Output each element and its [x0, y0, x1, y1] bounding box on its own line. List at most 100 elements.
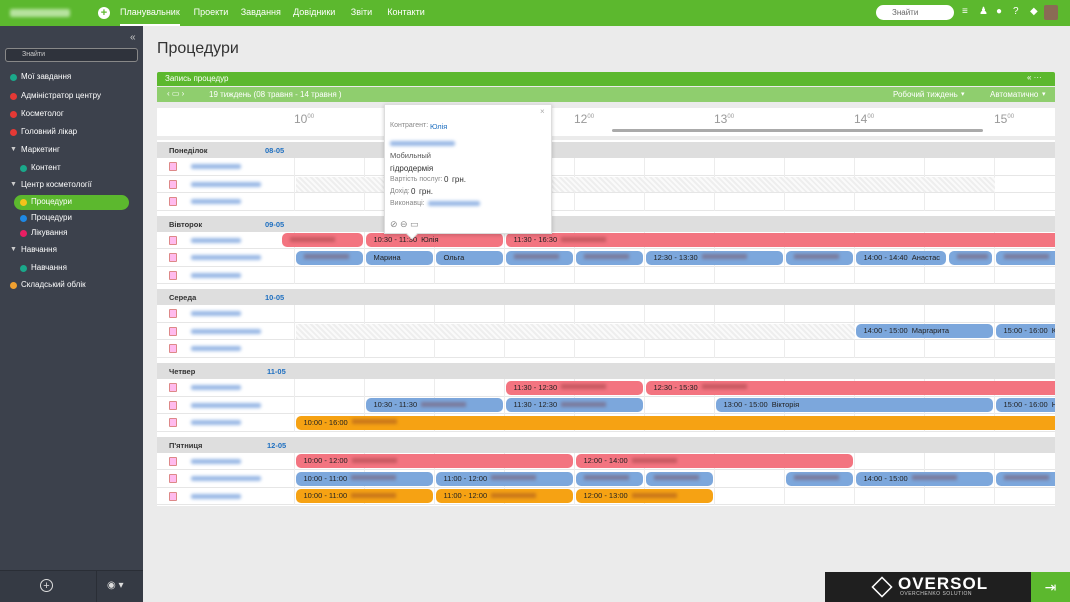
- row: [157, 232, 1055, 250]
- day-name: Вівторок: [169, 219, 203, 229]
- event-btn[interactable]: 14:00 - 14:40 Анастас: [855, 250, 947, 265]
- nav-item[interactable]: Контакти: [387, 7, 425, 17]
- sidebar-dot: [10, 74, 17, 81]
- sidebar-item-btn[interactable]: Маркетинг: [21, 145, 60, 154]
- nav-item[interactable]: Проекти: [193, 7, 229, 17]
- sidebar-eye-btn[interactable]: ◉ ▾: [107, 580, 124, 591]
- sidebar-item-btn[interactable]: Адміністратор центру: [21, 91, 101, 100]
- nav-item[interactable]: Довідники: [293, 7, 336, 17]
- sidebar-item-btn[interactable]: Навчання: [31, 263, 67, 272]
- grid-line: [574, 452, 575, 471]
- sidebar-active: [14, 195, 129, 210]
- event-btn[interactable]: 12:30 - 15:30: [645, 380, 1055, 395]
- sidebar-item-btn[interactable]: Складський облік: [21, 280, 86, 289]
- event-name-blurred: [351, 457, 397, 463]
- event-btn[interactable]: [785, 250, 853, 265]
- event-name-blurred: [653, 475, 699, 481]
- nav-item[interactable]: Звіти: [350, 7, 373, 17]
- view-select-btn[interactable]: Робочий тиждень: [893, 90, 958, 99]
- sidebar-item-btn[interactable]: Головний лікар: [21, 127, 78, 136]
- event-name-blurred: [561, 236, 607, 242]
- sidebar-item-btn[interactable]: Центр косметології: [21, 180, 92, 189]
- grid-line: [434, 470, 435, 488]
- event-btn[interactable]: 13:00 - 15:00 Вікторія: [715, 398, 993, 413]
- staff-name: [191, 402, 261, 408]
- sidebar-dot: [10, 129, 17, 136]
- event-name-blurred: [351, 419, 397, 425]
- event-btn[interactable]: [645, 471, 713, 486]
- event-btn[interactable]: [295, 250, 363, 265]
- sidebar-item-btn[interactable]: Контент: [31, 163, 61, 172]
- grid-line: [644, 379, 645, 397]
- event-time: 10:30 - 11:30: [373, 235, 418, 245]
- event-btn[interactable]: [949, 250, 993, 265]
- sidebar-item-btn[interactable]: Процедури: [31, 197, 72, 206]
- event-btn[interactable]: 10:00 - 11:00: [295, 489, 433, 504]
- event-btn[interactable]: 10:00 - 11:00: [295, 471, 433, 486]
- event-btn[interactable]: 15:00 - 16:00 Н: [995, 398, 1055, 413]
- event-btn[interactable]: 11:30 - 12:30: [505, 380, 643, 395]
- phone-blurred: [390, 141, 455, 146]
- event-btn[interactable]: 14:00 - 15:00: [855, 471, 993, 486]
- sidebar-search-btn[interactable]: Знайти: [5, 48, 138, 62]
- grid-line: [364, 231, 365, 250]
- top-search[interactable]: Знайти: [876, 5, 954, 20]
- hour-label: 1300: [714, 112, 734, 126]
- sidebar-item-btn[interactable]: Навчання: [21, 245, 57, 254]
- avatar[interactable]: [1044, 5, 1058, 20]
- event-btn[interactable]: 12:30 - 13:30: [645, 250, 783, 265]
- popup-actions-btn[interactable]: ⊘ ⊖ ▭: [390, 219, 419, 229]
- sidebar-item-btn[interactable]: Процедури: [31, 213, 72, 222]
- add-button[interactable]: +: [98, 7, 110, 19]
- grid-line: [854, 470, 855, 488]
- event-btn[interactable]: [281, 233, 363, 248]
- event-btn[interactable]: 10:00 - 16:00: [295, 415, 1055, 430]
- event-btn[interactable]: [995, 250, 1055, 265]
- event-btn[interactable]: 11:00 - 12:00: [435, 489, 573, 504]
- grid-line: [924, 452, 925, 471]
- event-time: 11:30 - 12:30: [513, 400, 558, 410]
- popup-close-btn[interactable]: ×: [540, 107, 545, 116]
- event-btn[interactable]: 15:00 - 16:00Ку: [995, 324, 1055, 339]
- event-btn[interactable]: 14:00 - 15:00 Маргарита: [855, 324, 993, 339]
- day-date: 08-05: [265, 146, 285, 155]
- nav-item[interactable]: Планувальник: [120, 0, 180, 26]
- grid-line: [924, 305, 925, 323]
- event-btn[interactable]: 12:00 - 13:00: [575, 489, 713, 504]
- sidebar-dot: [20, 165, 27, 172]
- event-btn[interactable]: 10:30 - 11:30 Юлія: [365, 233, 503, 248]
- event-btn[interactable]: 11:30 - 16:30: [505, 233, 1055, 248]
- event-btn[interactable]: 10:00 - 12:00: [295, 454, 573, 469]
- event-name-blurred: [351, 475, 397, 481]
- grid: Понеділок 08-05 Вівторок 09-05 10:30 - 11:30…: [157, 140, 1055, 506]
- event-btn[interactable]: 10:30 - 11:30: [365, 398, 503, 413]
- sidebar-item-btn[interactable]: Лікування: [31, 228, 68, 237]
- event-btn[interactable]: [785, 471, 853, 486]
- event-btn[interactable]: [505, 250, 573, 265]
- event-btn[interactable]: Ольга: [435, 250, 503, 265]
- event-btn[interactable]: 11:00 - 12:00: [435, 471, 573, 486]
- grid-line: [994, 249, 995, 267]
- logout-btn[interactable]: ⇥: [1031, 572, 1070, 602]
- nav-arrows-btn[interactable]: ‹ ▭ ›: [167, 89, 185, 98]
- staff-avatar: [169, 270, 177, 280]
- event-btn[interactable]: [575, 471, 643, 486]
- nav-item[interactable]: Завдання: [240, 7, 281, 17]
- sidebar-item-btn[interactable]: Косметолог: [21, 109, 64, 118]
- top-icon: ?: [1013, 6, 1019, 17]
- mode-select-btn[interactable]: Автоматично: [990, 90, 1039, 99]
- grid-line: [854, 266, 855, 285]
- event-btn[interactable]: Марина: [365, 250, 433, 265]
- grid-line: [434, 340, 435, 358]
- sidebar-add-btn[interactable]: +: [40, 579, 53, 592]
- event-btn[interactable]: 11:30 - 12:30: [505, 398, 643, 413]
- event-time: 12:00 - 14:00: [583, 456, 628, 466]
- event-btn[interactable]: [995, 471, 1055, 486]
- page-title: Процедури: [157, 40, 239, 57]
- client-name: Юлія: [430, 122, 448, 131]
- event-btn[interactable]: 12:00 - 14:00: [575, 454, 853, 469]
- staff-avatar: [169, 179, 177, 189]
- sidebar-item-btn[interactable]: Мої завдання: [21, 72, 72, 81]
- event-btn[interactable]: [575, 250, 643, 265]
